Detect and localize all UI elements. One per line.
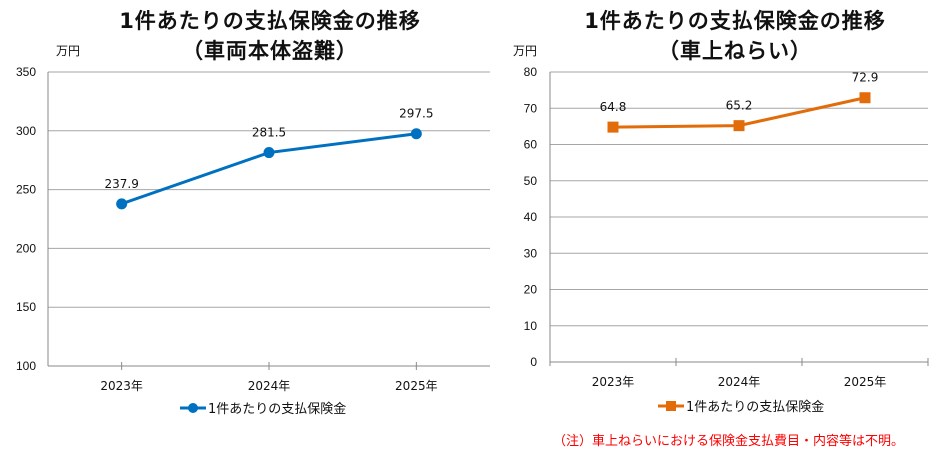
chart2-ytick-label: 70 <box>524 101 538 115</box>
chart2-data-label: 64.8 <box>600 100 627 114</box>
footnote: （注）車上ねらいにおける保険金支払費目・内容等は不明。 <box>553 434 905 449</box>
chart1-title-line1: 1件あたりの支払保険金の推移 <box>119 9 421 33</box>
chart2-xtick-label: 2025年 <box>844 375 887 389</box>
chart1-data-point <box>410 128 422 140</box>
chart1-ytick-label: 300 <box>16 124 36 138</box>
chart2-data-label: 65.2 <box>726 99 753 113</box>
chart2-legend-marker <box>666 401 676 411</box>
chart2-ytick-label: 0 <box>530 355 537 369</box>
chart1-legend-label: 1件あたりの支払保険金 <box>208 401 346 417</box>
chart2-ytick-label: 20 <box>524 283 538 297</box>
chart2-ytick-label: 40 <box>524 210 538 224</box>
chart2-title-line1: 1件あたりの支払保険金の推移 <box>584 9 886 33</box>
chart1-xtick-label: 2024年 <box>248 379 291 393</box>
chart2-unit: 万円 <box>513 44 538 58</box>
chart1-ytick-label: 200 <box>16 241 36 255</box>
chart2-data-point <box>733 120 745 132</box>
chart1-data-label: 297.5 <box>399 107 433 121</box>
chart2-data-point <box>607 121 619 133</box>
chart1-title: 1件あたりの支払保険金の推移 （車両本体盗難） <box>40 6 500 66</box>
chart1-ytick-label: 100 <box>16 359 36 373</box>
chart1-legend-marker <box>188 403 198 413</box>
chart1-unit: 万円 <box>56 44 81 58</box>
chart1-data-label: 281.5 <box>252 126 286 140</box>
chart2-ytick-label: 60 <box>524 138 538 152</box>
chart1-subtitle: （車両本体盗難） <box>182 39 358 63</box>
chart2-data-label: 72.9 <box>852 71 879 85</box>
chart2-legend-label: 1件あたりの支払保険金 <box>686 399 824 415</box>
chart2-ytick-label: 10 <box>524 319 538 333</box>
chart2-subtitle: （車上ねらい） <box>658 39 812 63</box>
chart1-ytick-label: 250 <box>16 183 36 197</box>
chart1-data-label: 237.9 <box>104 177 138 191</box>
chart1-data-point <box>116 198 128 210</box>
chart1-data-point <box>263 147 275 159</box>
chart1-xtick-label: 2023年 <box>100 379 143 393</box>
chart1-ytick-label: 350 <box>16 65 36 79</box>
chart1-xtick-label: 2025年 <box>395 379 438 393</box>
chart2-ytick-label: 50 <box>524 174 538 188</box>
chart1-ytick-label: 150 <box>16 300 36 314</box>
chart2-ytick-label: 80 <box>524 65 538 79</box>
chart2-xtick-label: 2024年 <box>718 375 761 389</box>
chart2-xtick-label: 2023年 <box>592 375 635 389</box>
chart2-ytick-label: 30 <box>524 246 538 260</box>
chart2-title: 1件あたりの支払保険金の推移 （車上ねらい） <box>530 6 940 66</box>
chart1-series-line <box>121 132 417 206</box>
chart2-data-point <box>859 92 871 104</box>
